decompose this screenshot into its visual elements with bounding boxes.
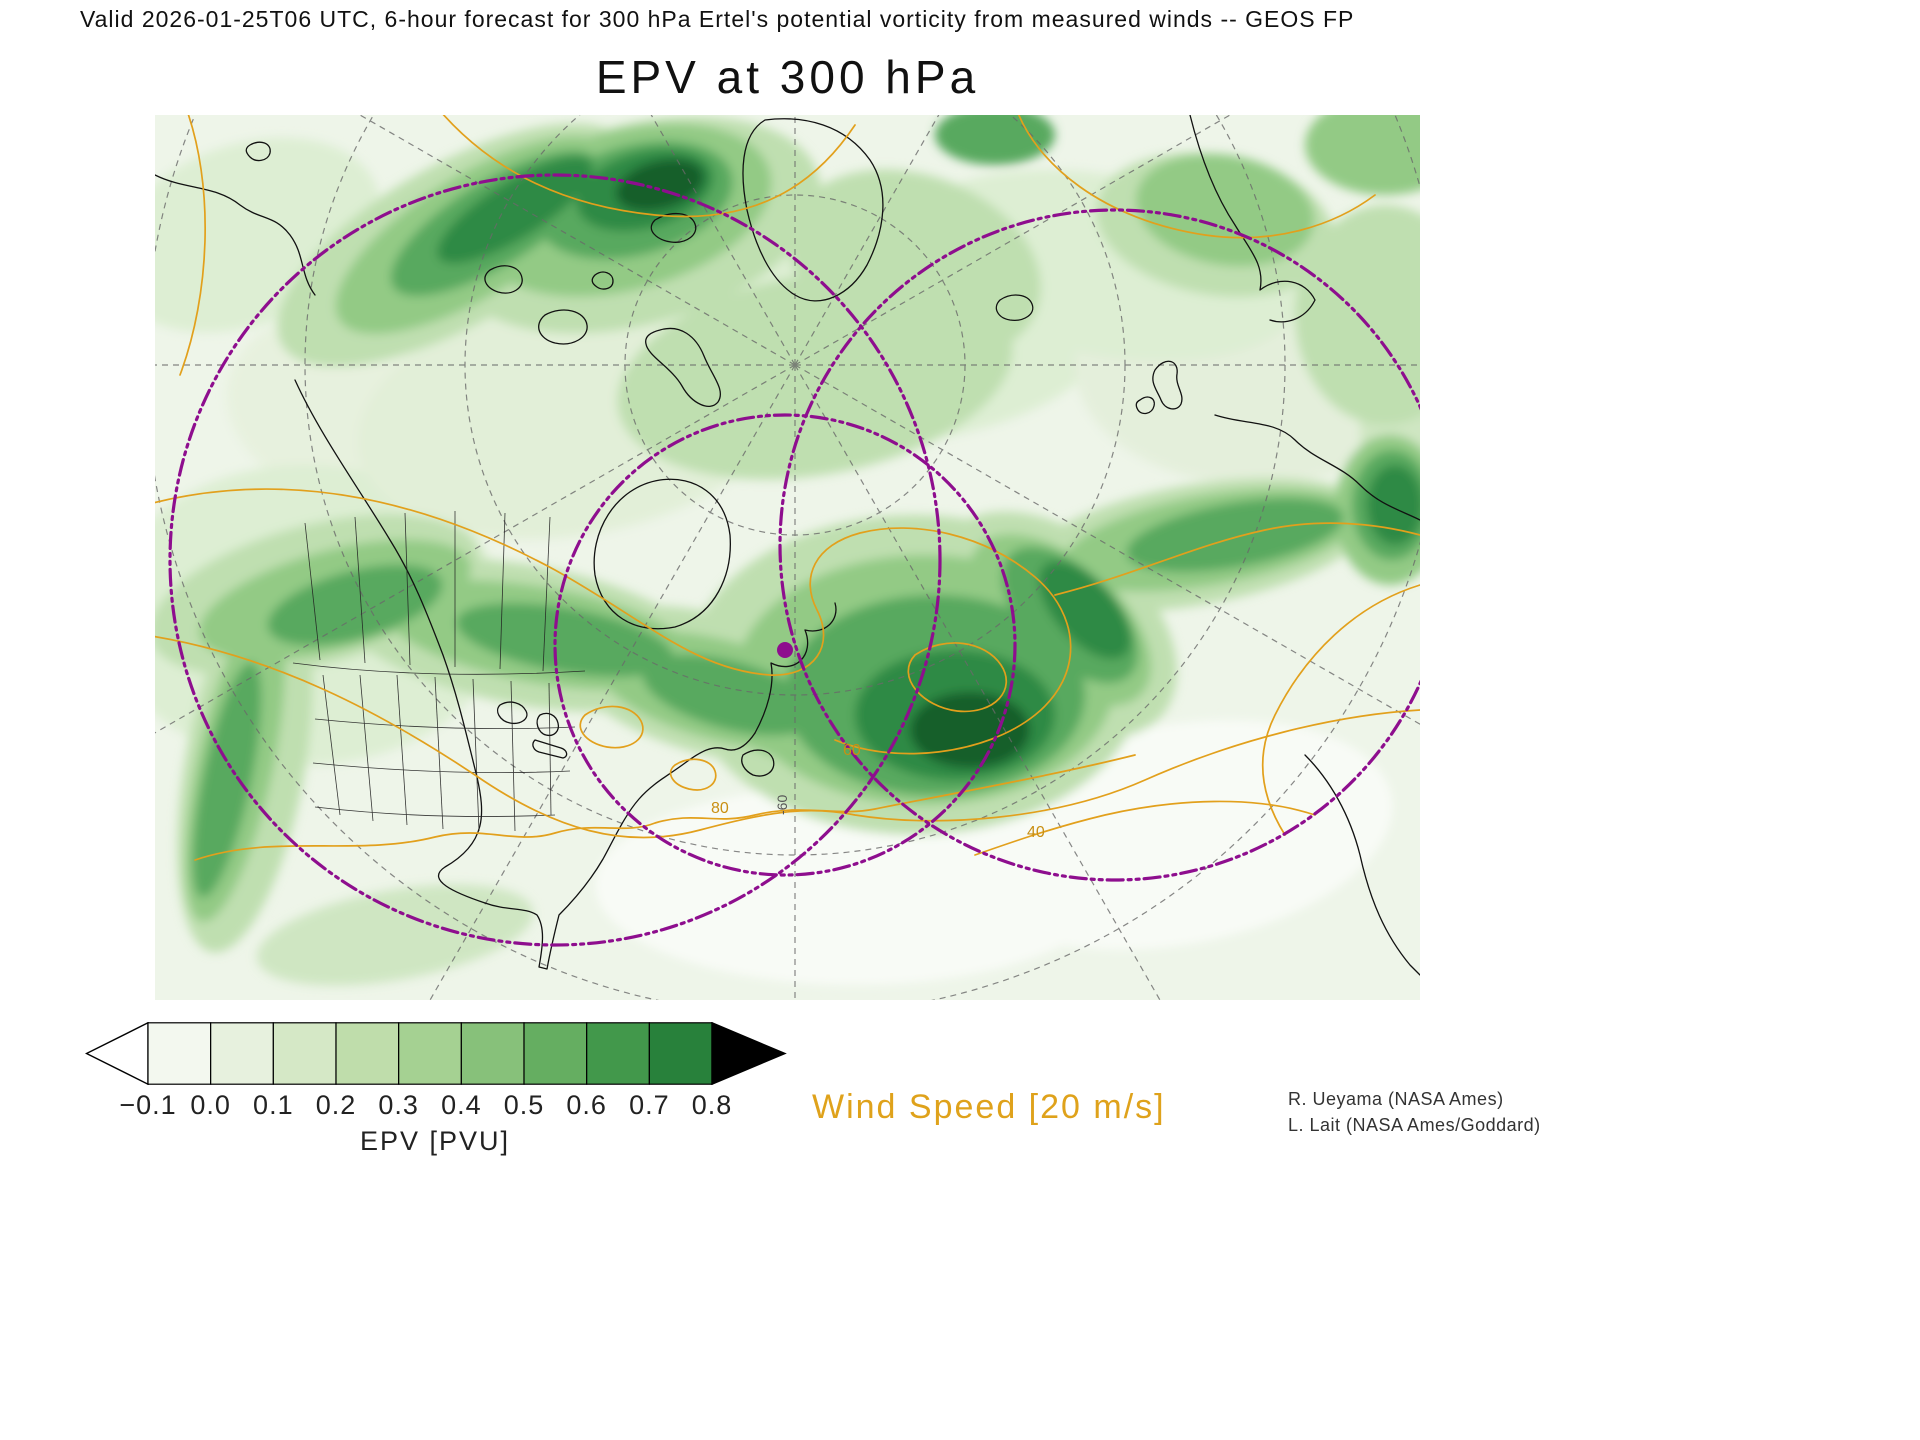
colorbar-tick: 0.1 (253, 1090, 294, 1120)
colorbar-cell (648, 1022, 713, 1085)
colorbar-cell (460, 1022, 525, 1085)
wind-contour-label-60: 60 (843, 742, 861, 759)
colorbar-cell (272, 1022, 337, 1085)
jet-circle-right (778, 208, 1420, 882)
colorbar-tick: 0.4 (441, 1090, 482, 1120)
valid-time-line: Valid 2026-01-25T06 UTC, 6-hour forecast… (80, 6, 1355, 32)
colorbar-tick: 0.6 (566, 1090, 607, 1120)
colorbar-cell (398, 1022, 462, 1085)
credit-line-2: L. Lait (NASA Ames/Goddard) (1288, 1115, 1541, 1135)
vortex-marker-circles (168, 173, 1420, 947)
colorbar-underflow-arrow (85, 1022, 149, 1085)
epv-map: 80 60 40 -60 (155, 115, 1420, 1000)
credit-line-1: R. Ueyama (NASA Ames) (1288, 1089, 1504, 1109)
state-boundaries (292, 511, 586, 832)
colorbar-tick: 0.7 (629, 1090, 670, 1120)
colorbar-cells (147, 1022, 713, 1085)
jet-circle-large (168, 173, 942, 947)
map-area: 80 60 40 -60 (155, 115, 1420, 1000)
vortex-center-dot (777, 642, 793, 658)
colorbar-tick: −0.1 (119, 1090, 177, 1120)
page-title: EPV at 300 hPa (595, 51, 980, 103)
wind-contour-label-80: 80 (711, 800, 729, 817)
colorbar-tick: 0.3 (378, 1090, 419, 1120)
colorbar-tick: 0.8 (691, 1090, 733, 1120)
colorbar (85, 1022, 787, 1085)
colorbar-tick: 0.5 (503, 1090, 545, 1120)
colorbar-overflow-arrow (711, 1022, 787, 1085)
colorbar-cell (523, 1022, 588, 1085)
wind-speed-contours (155, 115, 1420, 861)
colorbar-tick: 0.2 (315, 1090, 357, 1120)
wind-contour-label-40: 40 (1027, 824, 1045, 841)
colorbar-cell (210, 1022, 274, 1085)
colorbar-cell (586, 1022, 650, 1085)
credits-block: R. Ueyama (NASA Ames) L. Lait (NASA Ames… (1288, 1086, 1541, 1138)
colorbar-axis-label: EPV [PVU] (359, 1126, 511, 1156)
epv-fill-layer (155, 115, 1420, 986)
colorbar-tick: 0.0 (190, 1090, 231, 1120)
meridian-label: -60 (774, 795, 790, 815)
colorbar-cell (335, 1022, 400, 1085)
colorbar-tick-labels: −0.1 0.0 0.1 0.2 0.3 0.4 0.5 0.6 0.7 0.8 (85, 1090, 875, 1124)
colorbar-cell (147, 1022, 212, 1085)
wind-speed-legend: Wind Speed [20 m/s] (812, 1088, 1166, 1126)
jet-circle-inner (553, 413, 1017, 877)
graticule-lines (155, 115, 1420, 1000)
coastline-paths (155, 115, 1420, 976)
